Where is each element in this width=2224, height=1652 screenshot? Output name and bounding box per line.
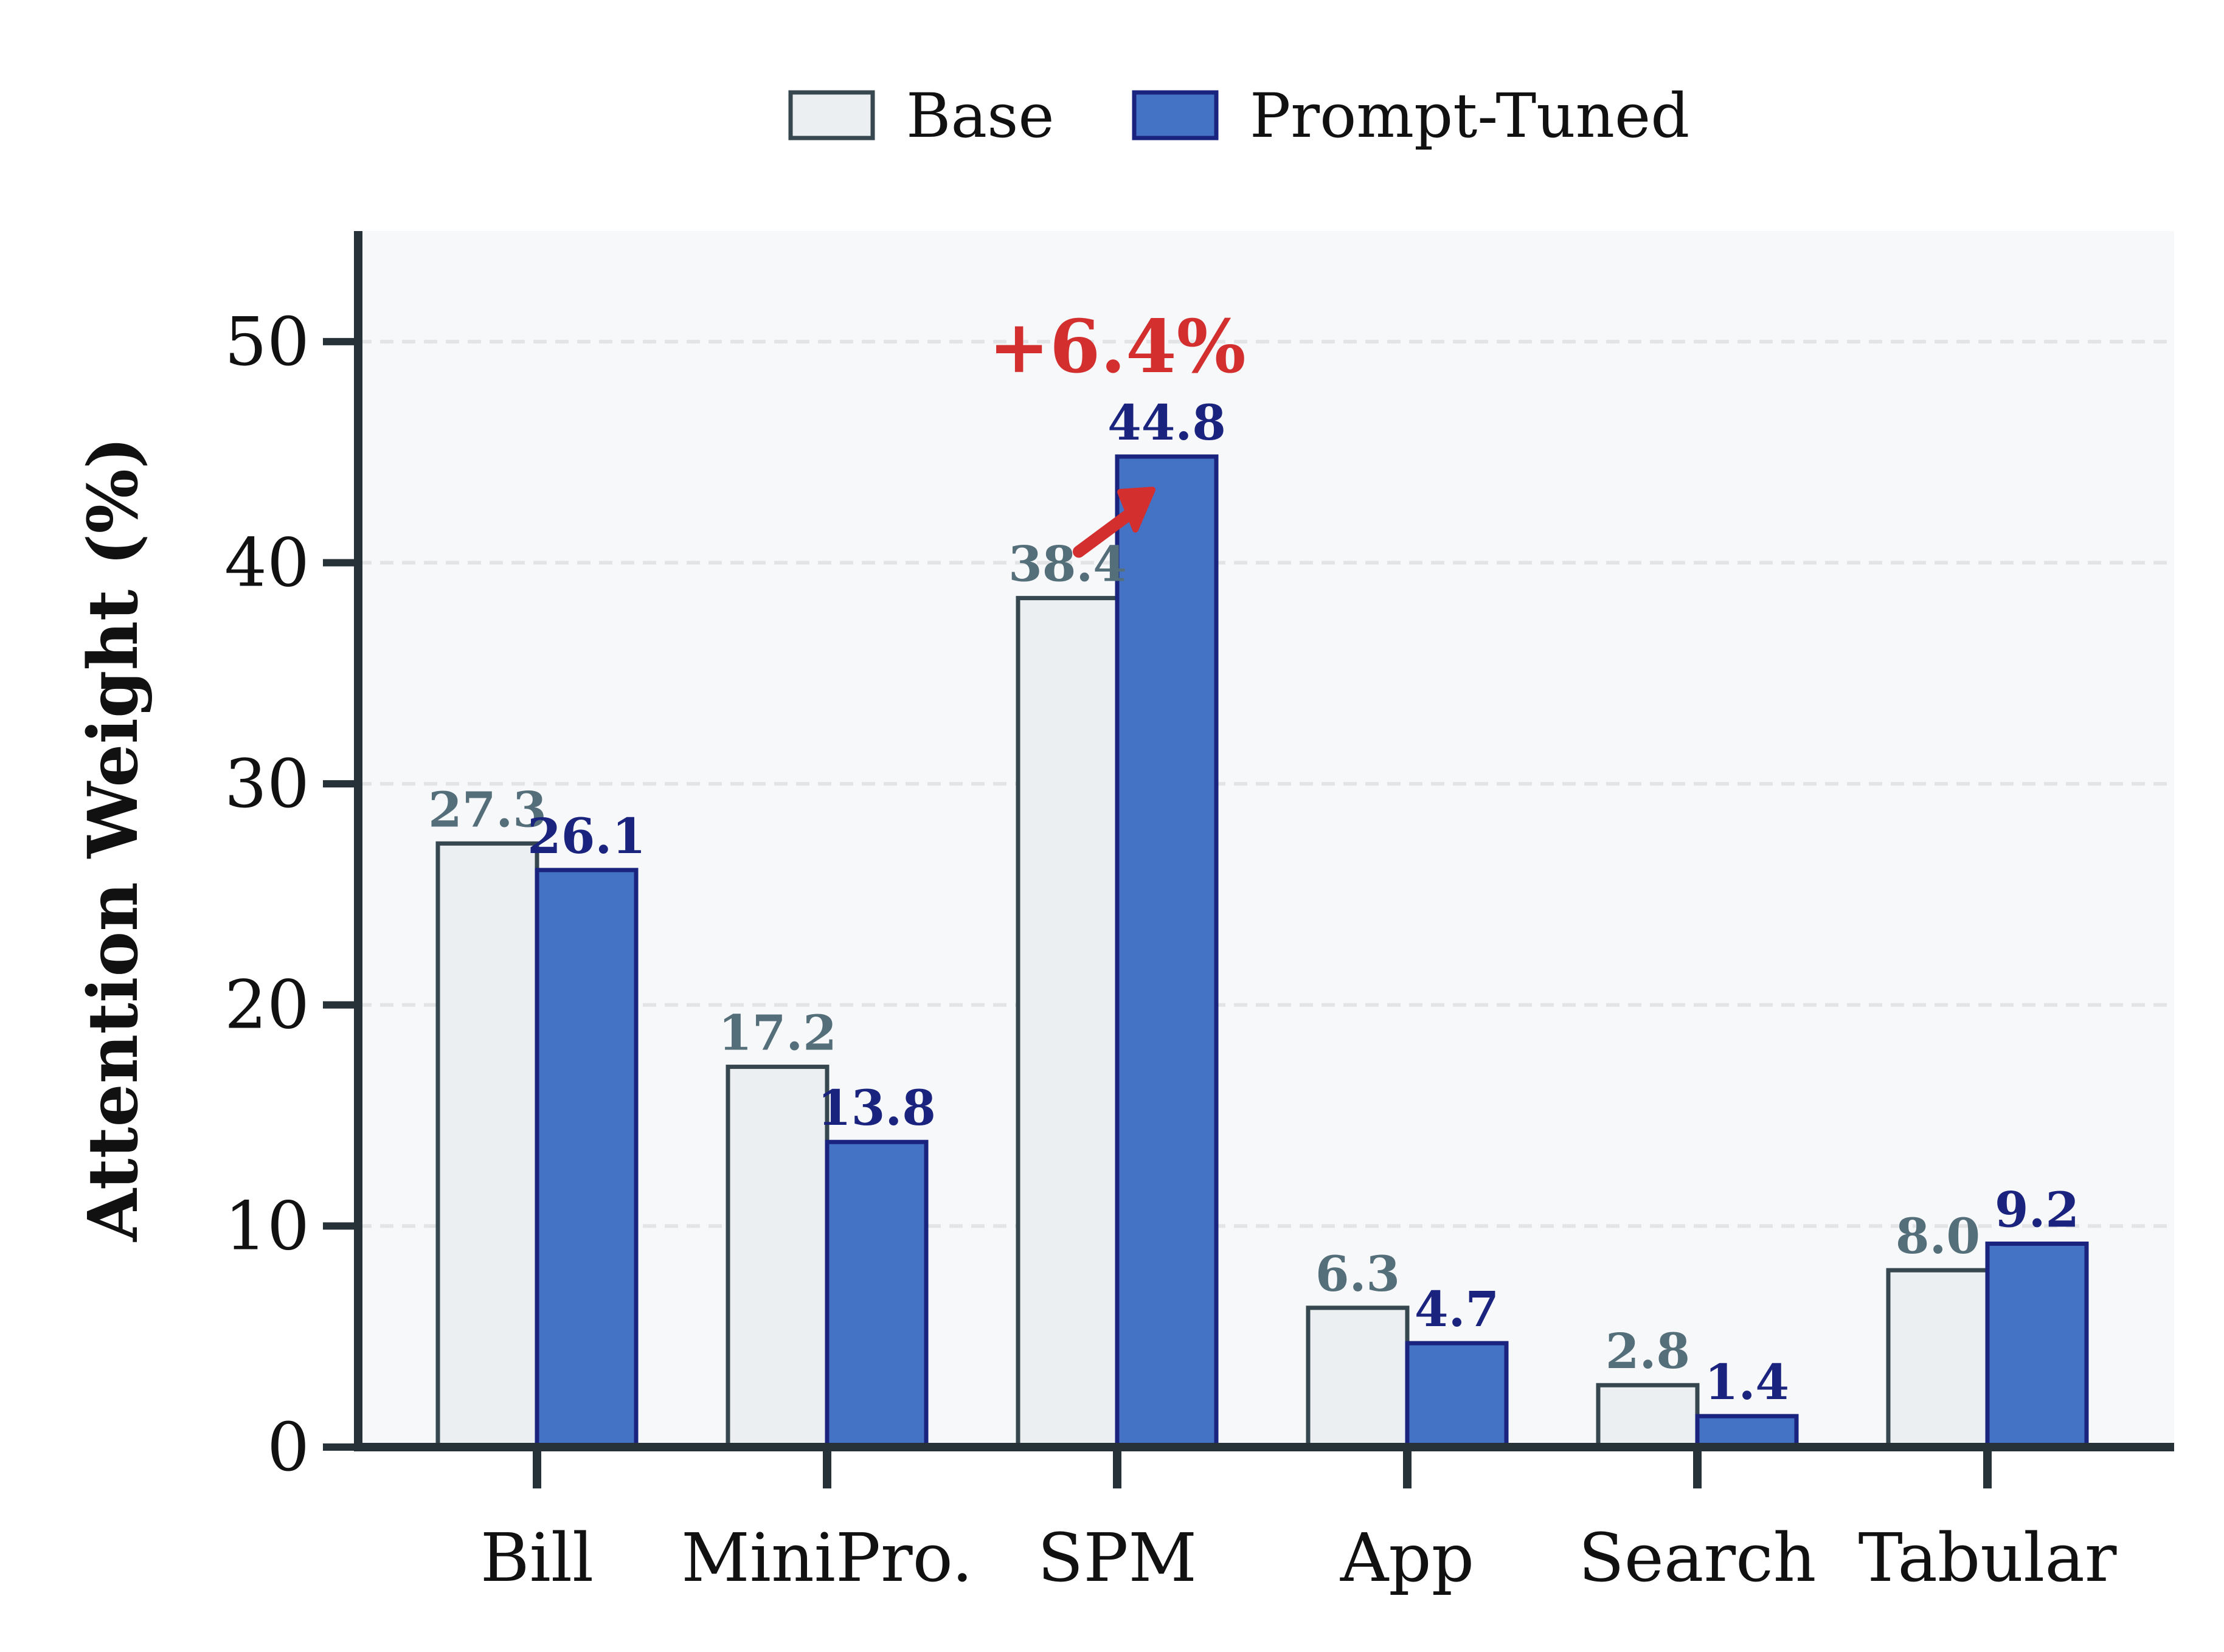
bar-base-search xyxy=(1596,1383,1700,1450)
x-tick-label-search: Search xyxy=(1578,1519,1816,1597)
value-label-base-spm: 38.4 xyxy=(1008,536,1127,593)
annotation-arrow-head xyxy=(1117,486,1155,533)
value-label-prompt-tuned-app: 4.7 xyxy=(1415,1280,1499,1338)
grid-lines xyxy=(358,339,2174,1228)
bar-prompt-tuned-app xyxy=(1405,1341,1509,1450)
y-tick-label-40: 40 xyxy=(224,524,310,601)
bar-base-minipro xyxy=(726,1065,830,1450)
legend-label-base: Base xyxy=(906,80,1055,151)
bar-prompt-tuned-bill xyxy=(535,868,639,1450)
bar-base-spm xyxy=(1016,596,1120,1450)
value-label-base-app: 6.3 xyxy=(1315,1245,1400,1302)
legend-swatch-base xyxy=(788,90,875,140)
annotation-text: +6.4% xyxy=(988,304,1245,390)
bar-base-bill xyxy=(435,841,539,1450)
value-label-prompt-tuned-minipro: 13.8 xyxy=(817,1079,936,1136)
value-label-base-bill: 27.3 xyxy=(428,781,547,838)
y-tick-label-10: 10 xyxy=(224,1187,310,1265)
y-tick-label-50: 50 xyxy=(224,303,310,381)
value-label-base-search: 2.8 xyxy=(1606,1322,1690,1380)
y-tick-label-20: 20 xyxy=(224,966,310,1044)
x-tick-label-app: App xyxy=(1340,1519,1474,1597)
legend: Base Prompt-Tuned xyxy=(788,80,1689,151)
y-tick-label-30: 30 xyxy=(224,745,310,823)
bar-prompt-tuned-tabular xyxy=(1985,1241,2089,1450)
annotation: +6.4% xyxy=(988,304,1246,558)
bar-base-tabular xyxy=(1886,1268,1990,1450)
bar-prompt-tuned-search xyxy=(1695,1414,1799,1450)
x-tick-label-spm: SPM xyxy=(1038,1519,1197,1597)
x-tick-label-tabular: Tabular xyxy=(1858,1519,2116,1597)
value-label-prompt-tuned-tabular: 9.2 xyxy=(1995,1181,2079,1238)
bar-prompt-tuned-spm xyxy=(1115,454,1219,1450)
y-axis-label: Attention Weight (%) xyxy=(74,437,153,1242)
y-tick-label-0: 0 xyxy=(267,1408,310,1486)
legend-label-prompt-tuned: Prompt-Tuned xyxy=(1250,80,1689,151)
axes: Bill MiniPro. SPM App Search Tabular 0 10 20 30 40… xyxy=(74,231,2174,1597)
x-tick-label-bill: Bill xyxy=(480,1519,594,1597)
value-label-prompt-tuned-spm: 44.8 xyxy=(1107,394,1226,451)
bar-base-app xyxy=(1306,1305,1410,1450)
value-label-base-minipro: 17.2 xyxy=(718,1004,837,1062)
value-label-prompt-tuned-bill: 26.1 xyxy=(527,807,646,865)
value-label-base-tabular: 8.0 xyxy=(1896,1208,1980,1265)
bars xyxy=(435,454,2089,1450)
plot-background xyxy=(358,231,2174,1447)
value-label-prompt-tuned-search: 1.4 xyxy=(1705,1353,1789,1411)
bar-prompt-tuned-minipro xyxy=(825,1139,929,1450)
value-labels: 27.326.1 17.2 13.8 38.4 44.8 6.3 4.7 2.8 1.4 8.0 9… xyxy=(428,394,2079,1411)
legend-swatch-prompt-tuned xyxy=(1132,90,1219,140)
x-tick-label-minipro: MiniPro. xyxy=(681,1519,973,1597)
